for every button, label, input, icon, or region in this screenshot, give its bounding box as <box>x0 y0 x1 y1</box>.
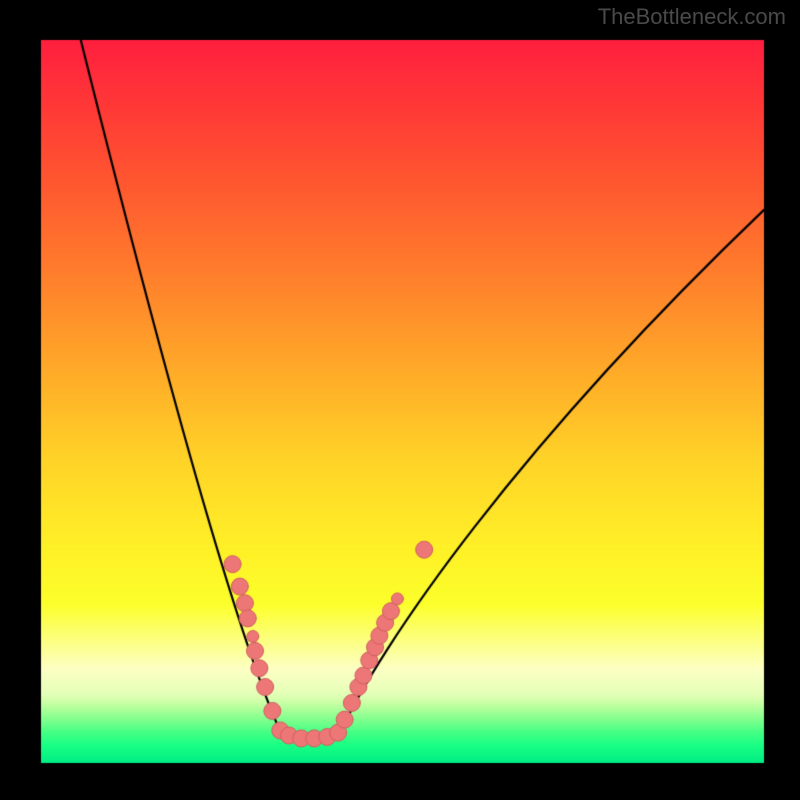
watermark-text: TheBottleneck.com <box>598 4 786 30</box>
bottleneck-chart <box>0 0 800 800</box>
